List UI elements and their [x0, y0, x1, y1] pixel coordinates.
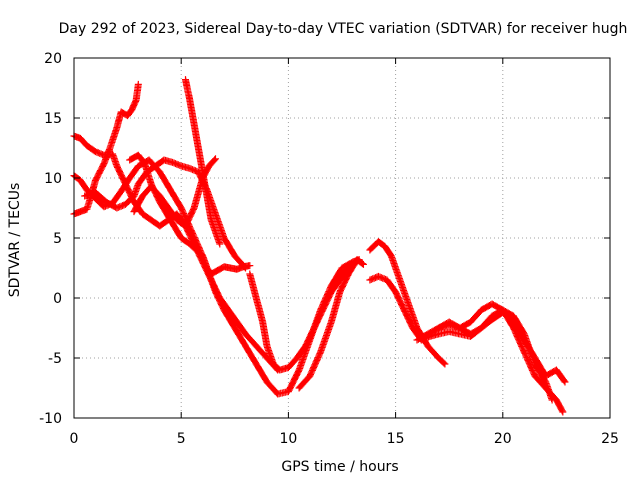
data-point-markers: [295, 256, 367, 392]
x-tick-label: 20: [494, 431, 512, 447]
x-tick-labels: 0 5 10 15 20 25: [70, 431, 619, 447]
y-tick-label: 0: [53, 291, 62, 307]
data-point-markers: [435, 308, 569, 386]
series-arc-6: [130, 155, 220, 230]
data-point-markers: [366, 272, 556, 404]
x-tick-label: 0: [70, 431, 79, 447]
data-point-markers: [366, 238, 449, 368]
data-point-markers: [246, 258, 361, 374]
series-arc-11: [366, 272, 556, 404]
x-tick-label: 25: [601, 431, 619, 447]
data-points: [70, 76, 569, 416]
series-arc-8: [246, 258, 361, 374]
x-axis-label: GPS time / hours: [281, 459, 398, 475]
series-arc-7: [182, 76, 224, 248]
y-tick-labels: -10 -5 0 5 10 15 20: [39, 51, 62, 427]
y-tick-label: -5: [48, 351, 62, 367]
y-tick-label: 10: [44, 171, 62, 187]
series-arc-13: [435, 308, 569, 386]
grid-lines: [74, 58, 610, 418]
data-point-markers: [130, 155, 220, 230]
series-arc-9: [295, 256, 367, 392]
data-point-markers: [182, 76, 224, 248]
y-tick-label: -10: [39, 411, 62, 427]
y-tick-label: 5: [53, 231, 62, 247]
series-arc-10: [366, 238, 449, 368]
y-axis-label: SDTVAR / TECUs: [7, 183, 23, 298]
y-tick-label: 15: [44, 111, 62, 127]
y-tick-label: 20: [44, 51, 62, 67]
x-tick-label: 5: [177, 431, 186, 447]
axis-ticks: [73, 57, 611, 419]
x-tick-label: 15: [387, 431, 405, 447]
chart-title: Day 292 of 2023, Sidereal Day-to-day VTE…: [59, 21, 628, 37]
x-tick-label: 10: [279, 431, 297, 447]
